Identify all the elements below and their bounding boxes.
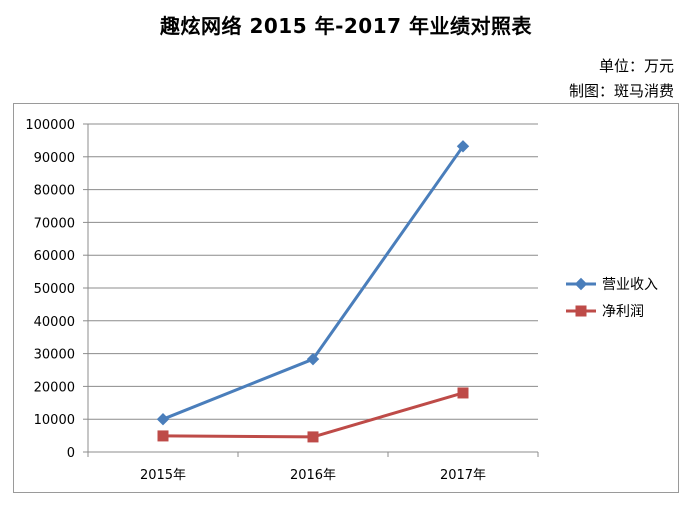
legend-marker — [575, 305, 587, 317]
y-tick-label: 0 — [67, 446, 75, 461]
unit-note: 单位：万元 — [598, 57, 674, 75]
y-axis: 0 10000 20000 30000 40000 50000 60000 70000 8000… — [25, 118, 89, 461]
data-point — [457, 387, 469, 399]
y-tick-label: 50000 — [34, 282, 75, 297]
legend-label: 营业收入 — [602, 277, 658, 293]
data-point — [456, 140, 470, 153]
series-line — [162, 145, 465, 421]
y-tick-label: 100000 — [25, 118, 75, 133]
chart-title: 趣炫网络 2015 年-2017 年业绩对照表 — [159, 14, 533, 38]
y-tick-label: 70000 — [34, 216, 75, 231]
x-tick-label: 2017年 — [440, 468, 486, 483]
data-point — [157, 430, 169, 442]
y-tick-label: 40000 — [34, 315, 75, 330]
gridlines — [88, 123, 538, 420]
y-tick-label: 80000 — [34, 184, 75, 199]
x-axis: 2015年 2016年 2017年 — [87, 451, 539, 483]
chart-frame — [13, 103, 679, 493]
y-tick-label: 30000 — [34, 348, 75, 363]
data-point — [306, 352, 320, 366]
y-tick-label: 60000 — [34, 249, 75, 264]
x-tick-label: 2015年 — [140, 468, 186, 483]
y-tick-label: 20000 — [34, 380, 75, 395]
legend-label: 净利润 — [602, 304, 644, 320]
y-tick-label: 10000 — [34, 413, 75, 428]
legend-marker — [574, 277, 588, 291]
x-tick-label: 2016年 — [290, 468, 336, 483]
data-point — [156, 412, 170, 426]
data-point — [307, 431, 319, 443]
series-line — [162, 391, 464, 439]
maker-note: 制图：斑马消费 — [568, 82, 674, 100]
series-layer — [156, 140, 470, 443]
y-tick-label: 90000 — [34, 151, 75, 166]
